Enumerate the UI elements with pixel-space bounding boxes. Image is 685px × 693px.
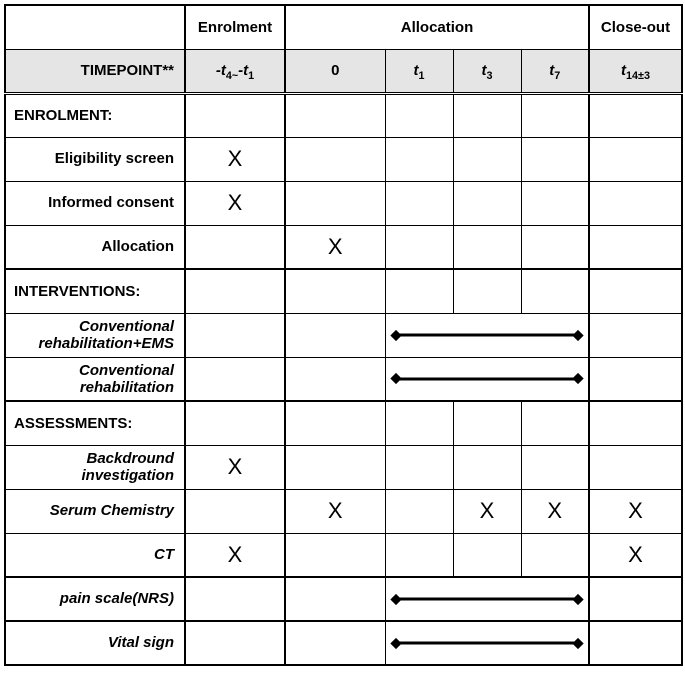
timeline-pain bbox=[385, 577, 589, 621]
label-int-ems: Conventional rehabilitation+EMS bbox=[5, 313, 185, 357]
mark-serum-t3: X bbox=[453, 489, 521, 533]
label-allocation: Allocation bbox=[5, 225, 185, 269]
label-ct: CT bbox=[5, 533, 185, 577]
row-int-conv: Conventional rehabilitation bbox=[5, 357, 682, 401]
mark-ct-enrol: X bbox=[185, 533, 285, 577]
timeline-vital bbox=[385, 621, 589, 665]
timepoint-t7: t7 bbox=[521, 49, 589, 93]
mark-serum-t0: X bbox=[285, 489, 385, 533]
row-eligibility: Eligibility screen X bbox=[5, 137, 682, 181]
label-background: Backdround investigation bbox=[5, 445, 185, 489]
header-allocation: Allocation bbox=[285, 5, 589, 49]
section-assessments: ASSESSMENTS: bbox=[5, 401, 682, 445]
timeline-int-conv bbox=[385, 357, 589, 401]
header-blank bbox=[5, 5, 185, 49]
timepoint-t3: t3 bbox=[453, 49, 521, 93]
mark-serum-close: X bbox=[589, 489, 682, 533]
row-ct: CT X X bbox=[5, 533, 682, 577]
mark-eligibility-enrol: X bbox=[185, 137, 285, 181]
mark-allocation-t0: X bbox=[285, 225, 385, 269]
label-eligibility: Eligibility screen bbox=[5, 137, 185, 181]
mark-ct-close: X bbox=[589, 533, 682, 577]
section-interventions-label: INTERVENTIONS: bbox=[5, 269, 185, 313]
label-int-conv: Conventional rehabilitation bbox=[5, 357, 185, 401]
row-serum: Serum Chemistry X X X X bbox=[5, 489, 682, 533]
row-background: Backdround investigation X bbox=[5, 445, 682, 489]
section-interventions: INTERVENTIONS: bbox=[5, 269, 682, 313]
mark-background-enrol: X bbox=[185, 445, 285, 489]
header-enrolment: Enrolment bbox=[185, 5, 285, 49]
section-enrolment-label: ENROLMENT: bbox=[5, 93, 185, 137]
spirit-schedule-table: Enrolment Allocation Close-out TIMEPOINT… bbox=[4, 4, 683, 666]
timepoint-enrol: -t4~-t1 bbox=[185, 49, 285, 93]
timepoint-close: t14±3 bbox=[589, 49, 682, 93]
label-consent: Informed consent bbox=[5, 181, 185, 225]
row-pain: pain scale(NRS) bbox=[5, 577, 682, 621]
timepoint-row: TIMEPOINT** -t4~-t1 0 t1 t3 t7 t14±3 bbox=[5, 49, 682, 93]
row-consent: Informed consent X bbox=[5, 181, 682, 225]
label-serum: Serum Chemistry bbox=[5, 489, 185, 533]
mark-consent-enrol: X bbox=[185, 181, 285, 225]
mark-serum-t7: X bbox=[521, 489, 589, 533]
timepoint-t0: 0 bbox=[285, 49, 385, 93]
section-assessments-label: ASSESSMENTS: bbox=[5, 401, 185, 445]
row-allocation: Allocation X bbox=[5, 225, 682, 269]
timeline-int-ems bbox=[385, 313, 589, 357]
timepoint-label: TIMEPOINT** bbox=[5, 49, 185, 93]
label-pain: pain scale(NRS) bbox=[5, 577, 185, 621]
timepoint-t1: t1 bbox=[385, 49, 453, 93]
phase-header-row: Enrolment Allocation Close-out bbox=[5, 5, 682, 49]
label-vital: Vital sign bbox=[5, 621, 185, 665]
row-vital: Vital sign bbox=[5, 621, 682, 665]
row-int-ems: Conventional rehabilitation+EMS bbox=[5, 313, 682, 357]
header-closeout: Close-out bbox=[589, 5, 682, 49]
section-enrolment: ENROLMENT: bbox=[5, 93, 682, 137]
